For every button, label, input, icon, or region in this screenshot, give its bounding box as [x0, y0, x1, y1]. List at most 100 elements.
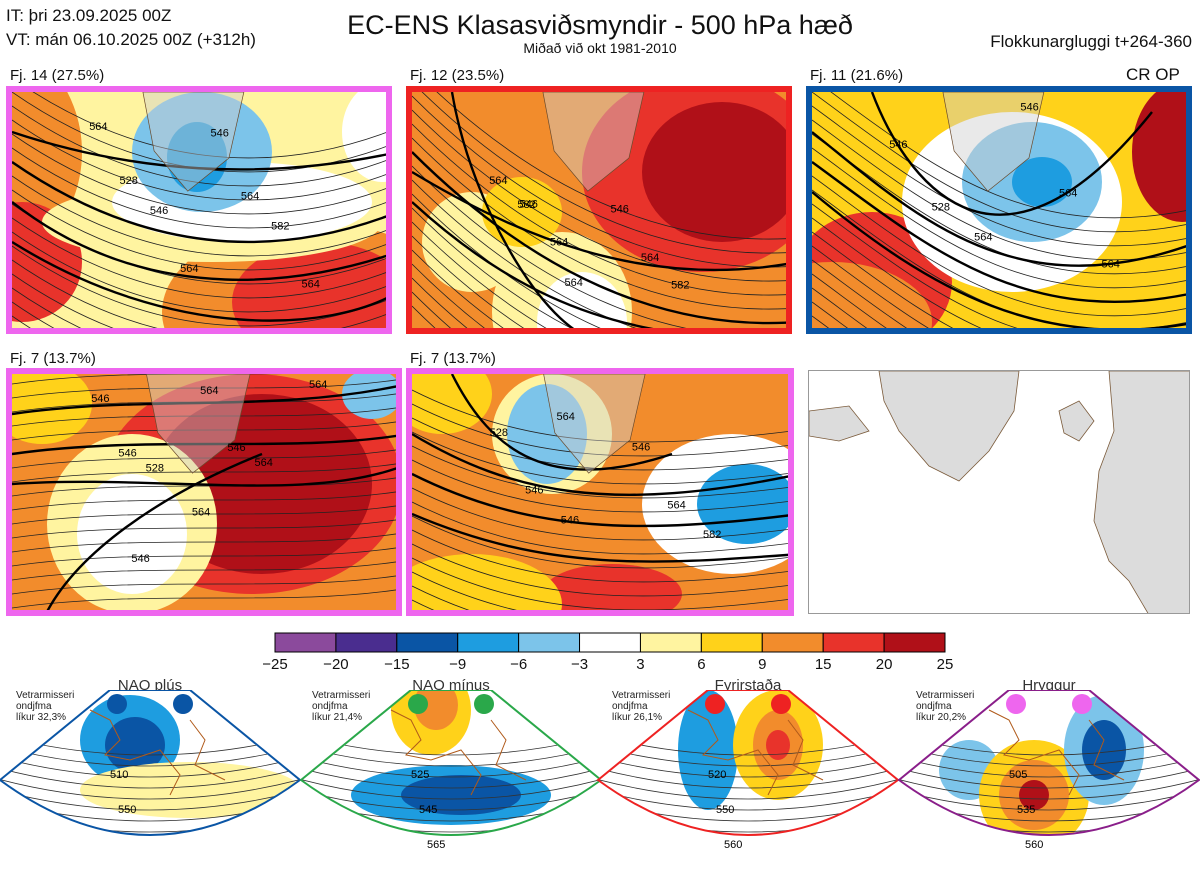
coastline	[390, 709, 527, 796]
contour-label: 546	[227, 442, 245, 454]
colorbar-tick-label: 9	[758, 656, 767, 673]
regime-marker	[173, 694, 193, 714]
contour-label: 546	[1020, 102, 1038, 114]
colorbar-tick-label: −25	[262, 656, 288, 673]
contour-label: 564	[1102, 259, 1120, 271]
height-contour-bold	[812, 191, 1186, 328]
contour-label: 546	[131, 553, 149, 565]
height-contour-bold	[412, 472, 788, 528]
regime-marker	[705, 694, 725, 714]
regime-maps: 510 550 525 545 565 520 550 560 505 535 560	[0, 690, 1200, 871]
height-contour	[412, 557, 788, 610]
colorbar-swatch	[335, 632, 398, 653]
regime-contour	[0, 773, 300, 800]
contour-label: 564	[241, 191, 259, 203]
contour-label: 564	[255, 457, 273, 469]
regime-contour-label: 565	[427, 839, 445, 851]
regime-contour	[598, 751, 898, 778]
regime-marker	[771, 694, 791, 714]
coastline	[687, 709, 824, 796]
panel-label-2: Fj. 12 (23.5%)	[410, 67, 505, 84]
regime-contour	[301, 762, 601, 789]
regime-marker	[107, 694, 127, 714]
height-contour	[812, 119, 1186, 261]
colorbar-tick-label: −9	[449, 656, 467, 673]
regime-contour	[598, 773, 898, 800]
regime-contour	[578, 862, 918, 871]
colorbar-tick-label: −20	[323, 656, 349, 673]
contour-label: 546	[561, 514, 579, 526]
height-contour	[812, 217, 982, 328]
regime-marker	[408, 694, 428, 714]
height-contour	[812, 105, 1186, 247]
height-contour	[12, 547, 396, 567]
height-contour	[412, 571, 518, 610]
height-contour-bold	[412, 201, 654, 328]
height-contour	[412, 431, 788, 485]
height-contour	[412, 263, 486, 328]
panel-label-4: Fj. 7 (13.7%)	[10, 350, 96, 367]
colorbar-swatch	[274, 632, 337, 653]
anomaly-area	[412, 92, 492, 182]
regime-anomaly	[766, 730, 790, 760]
anomaly-area	[412, 554, 562, 610]
contour-label: 564	[974, 232, 992, 244]
height-contour	[12, 119, 386, 201]
height-contour	[412, 137, 786, 310]
height-contour-bold	[812, 131, 1186, 267]
colorbar-tick-label: 6	[697, 656, 706, 673]
height-contour	[830, 92, 1186, 219]
regime-contour	[598, 762, 898, 789]
regime-contour	[578, 851, 918, 871]
regime-note-3: Vetrarmisseri ondjfma líkur 26,1%	[612, 690, 671, 723]
cluster-map-4: 546 546 528 546 564 546 564 564 564	[6, 368, 402, 616]
anomaly-area	[542, 564, 682, 610]
height-contour	[12, 449, 396, 469]
colorbar-tick-label: 15	[814, 656, 832, 673]
height-contour	[412, 403, 788, 457]
cluster-map-3: 546 528 564 546 564 564	[806, 86, 1192, 334]
panel-label-3: Fj. 11 (21.6%)	[810, 67, 904, 84]
regime-contour	[879, 862, 1200, 871]
height-contour-bold	[12, 385, 396, 416]
regime-contour-label: 560	[724, 839, 742, 851]
anomaly-area	[1132, 92, 1186, 222]
regime-contour-label: 535	[1017, 804, 1035, 816]
height-contour	[812, 259, 908, 328]
height-contour	[12, 505, 396, 525]
height-contour-bold	[450, 374, 673, 471]
cluster-map-5: 528 546 546 564 546 564 582	[406, 368, 794, 616]
height-contour	[436, 92, 786, 240]
regime-anomaly	[414, 690, 458, 730]
height-contour	[412, 501, 788, 555]
colorbar-swatch	[822, 632, 885, 653]
height-contour	[12, 421, 396, 441]
contour-label: 564	[641, 252, 659, 264]
anomaly-area	[537, 272, 627, 328]
land-outline	[146, 374, 251, 474]
contour-label: 528	[932, 201, 950, 213]
height-contour-bold	[812, 161, 1186, 303]
page-title: EC-ENS Klasasviðsmyndir - 500 hPa hæð	[347, 10, 853, 40]
contour-label: 564	[192, 507, 210, 519]
regime-contour-label: 525	[411, 769, 429, 781]
contour-label: 546	[611, 203, 629, 215]
valid-time: VT: mán 06.10.2025 00Z (+312h)	[6, 30, 256, 49]
height-contour	[412, 95, 786, 268]
cluster-map-1: 564 528 546 564 546 564 582 564	[6, 86, 392, 334]
height-contour	[12, 379, 396, 399]
regime-contour	[0, 751, 300, 778]
height-contour-bold	[12, 467, 396, 487]
regime-contour	[301, 773, 601, 800]
cluster-map-2: 564 546 564 582 546 564 582 564	[406, 86, 792, 334]
height-contour	[412, 515, 788, 569]
height-contour	[812, 203, 1018, 328]
contour-label: 582	[703, 529, 721, 541]
contour-label: 582	[271, 221, 289, 233]
height-contour	[412, 249, 504, 328]
regime-contour	[899, 762, 1199, 789]
anomaly-field: 564 528 546 564 546 564 582 564	[12, 92, 386, 328]
regime-note-4: Vetrarmisseri ondjfma líkur 20,2%	[916, 690, 975, 723]
contour-label: 546	[889, 139, 907, 151]
height-contour-bold	[412, 170, 786, 272]
